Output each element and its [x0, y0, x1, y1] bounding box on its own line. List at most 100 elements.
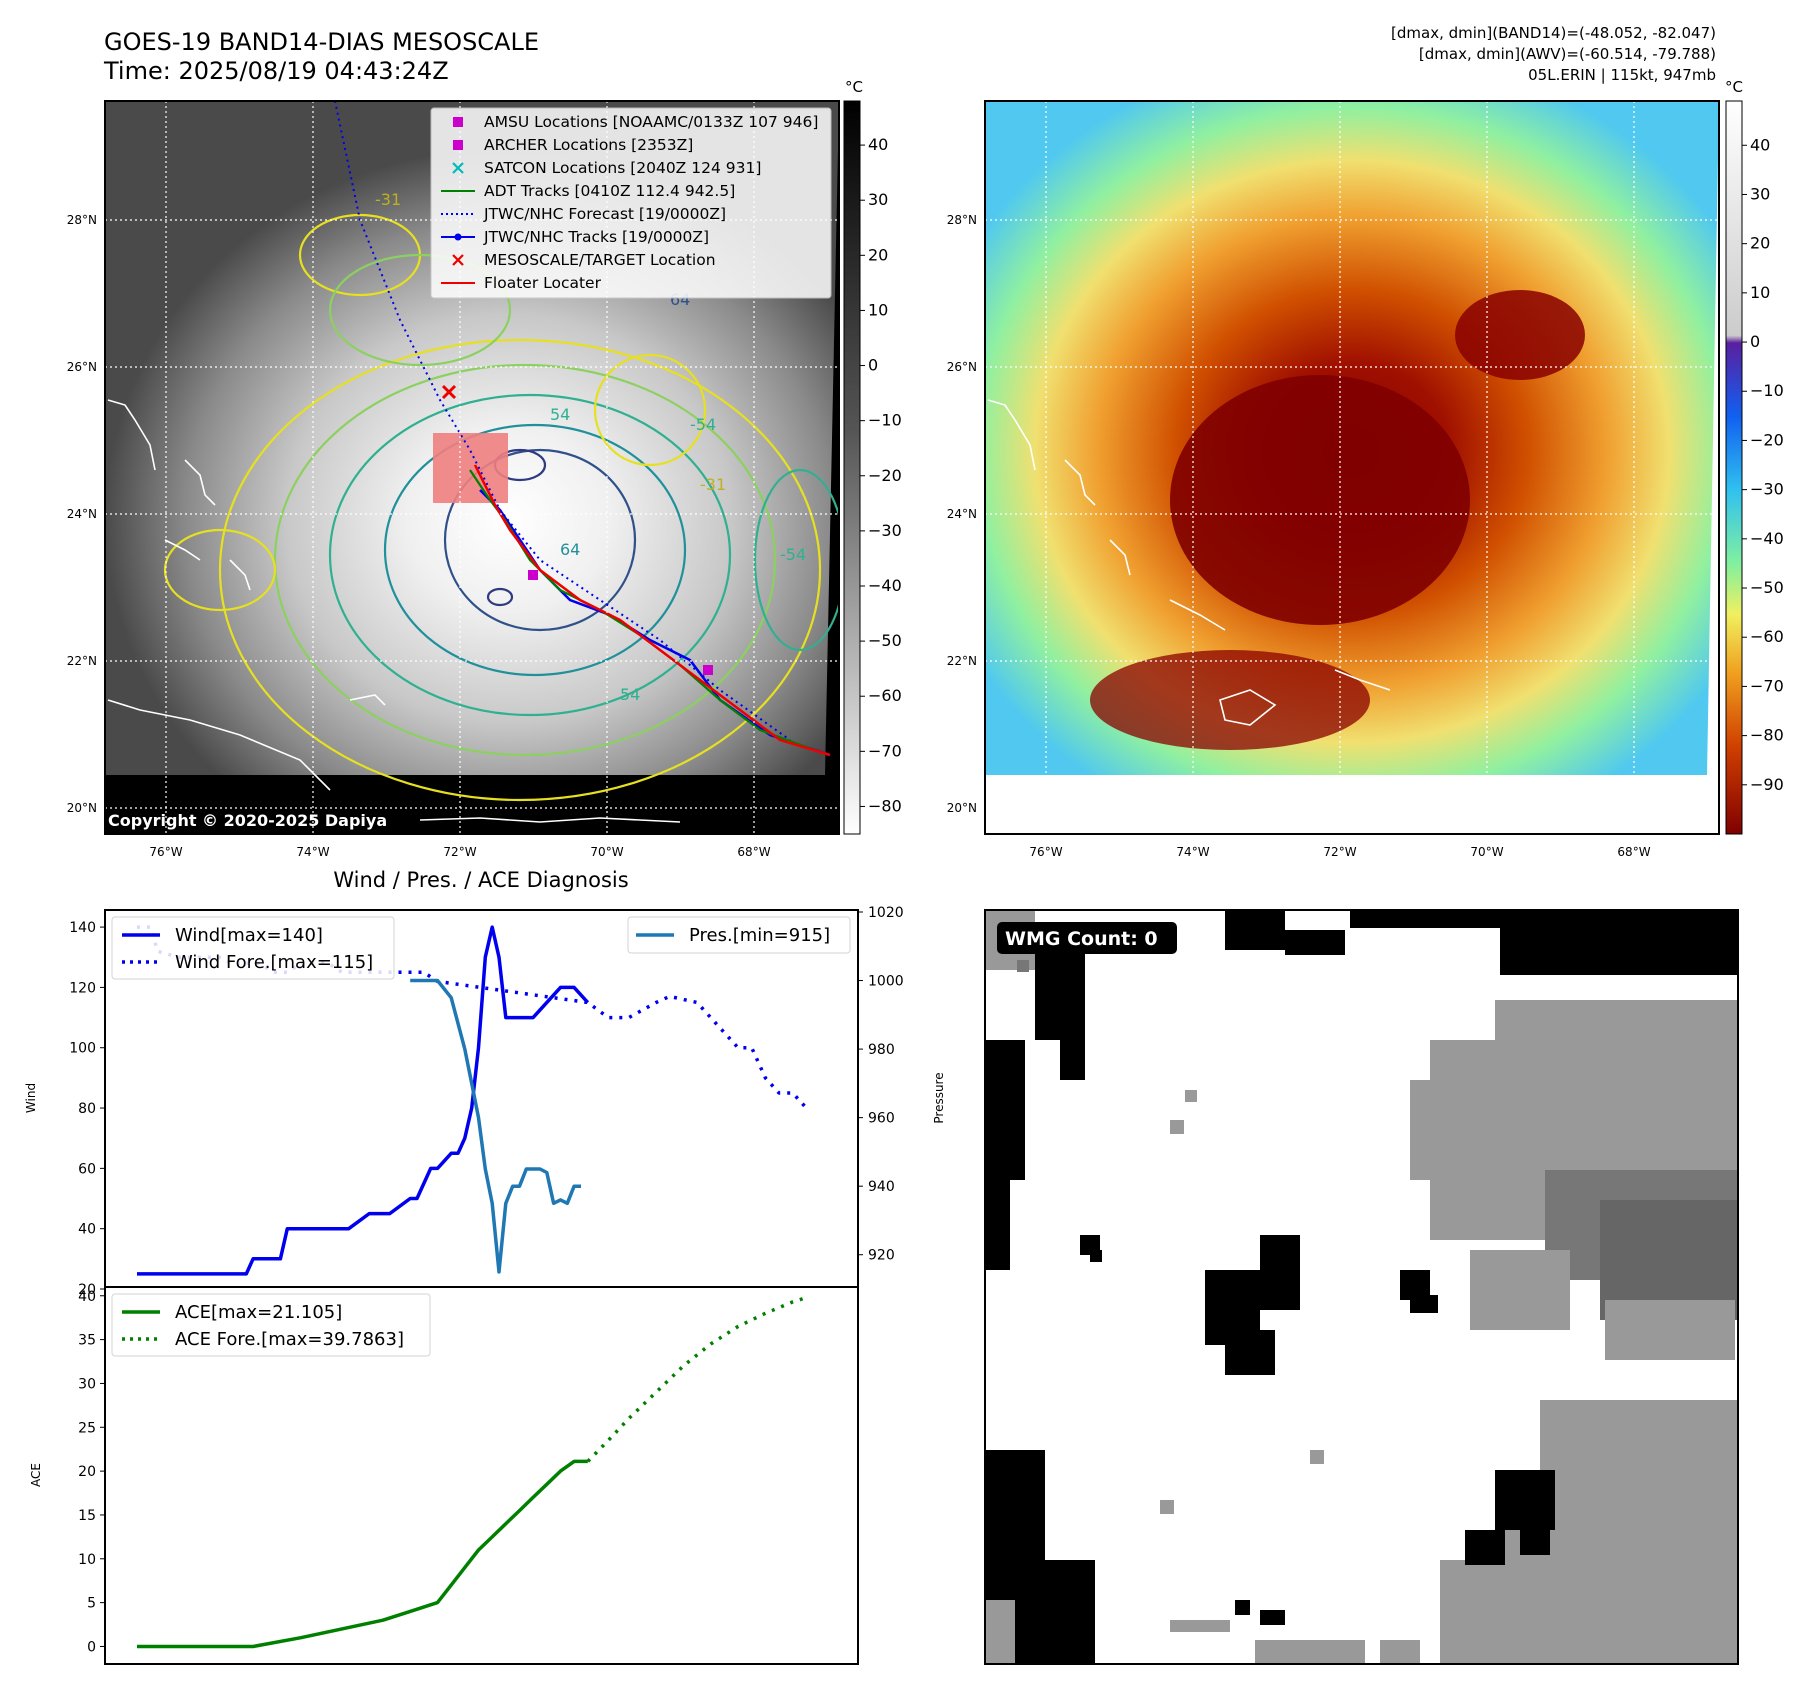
ir-map-frame [104, 100, 840, 835]
wmg-cell-block [1170, 1620, 1230, 1632]
stats-line-3: 05L.ERIN | 115kt, 947mb [1528, 66, 1716, 84]
lat-label: 22°N [67, 654, 97, 668]
ir-colorbar-tick-label: 40 [868, 135, 888, 154]
legend-x-marker [452, 162, 464, 174]
ace-ytick-label: 10 [78, 1552, 96, 1568]
legend-x-stroke [452, 254, 464, 266]
ir-colorbar-tick-label: −80 [868, 796, 902, 815]
wmg-cell-block [985, 1180, 1010, 1270]
wv-colorbar-tick-label: 10 [1750, 283, 1770, 302]
contour-teal-east [753, 468, 839, 652]
ace-ytick-label: 30 [78, 1376, 96, 1392]
wmg-cell-block [1185, 1090, 1197, 1102]
wv-dry-core [1170, 375, 1470, 625]
lon-label: 72°W [443, 845, 476, 859]
wmg-cell-block [1160, 1500, 1174, 1514]
ir-colorbar-tick-label: −70 [868, 741, 902, 760]
pressure-legend: Pres.[min=915] [627, 916, 851, 954]
wmg-frame [984, 909, 1739, 1665]
lat-label: 28°N [67, 213, 97, 227]
wv-colorbar-tick-label: 40 [1750, 135, 1770, 154]
wmg-cell-block [985, 1040, 1025, 1180]
contour-label: -54 [690, 415, 716, 434]
wv-colorbar-tick-label: −40 [1750, 529, 1784, 548]
pressure-ytick-label: 940 [868, 1179, 895, 1195]
lon-label: 74°W [1176, 845, 1209, 859]
wv-colorbar-tick-label: −20 [1750, 430, 1784, 449]
wind-ytick-label: 120 [69, 980, 96, 996]
contour-label: 64 [560, 540, 580, 559]
lon-label: 68°W [1617, 845, 1650, 859]
ir-colorbar-tick-label: −50 [868, 631, 902, 650]
amsu-marker [528, 570, 538, 580]
legend-label: ARCHER Locations [2353Z] [484, 136, 693, 154]
legend-label: JTWC/NHC Forecast [19/0000Z] [483, 205, 726, 223]
wmg-cell-block [1465, 1530, 1505, 1565]
lat-label: 20°N [67, 801, 97, 815]
coast-bahamas-2 [164, 539, 201, 561]
ace-forecast-series-line [586, 1295, 807, 1463]
wmg-cell-block [1500, 910, 1738, 975]
coast-bahamas-1 [184, 459, 216, 506]
wind-legend: Wind[max=140] Wind Fore.[max=115] [111, 916, 395, 980]
lat-label: 26°N [947, 360, 977, 374]
lon-label: 70°W [590, 845, 623, 859]
contour-yellow-north [593, 353, 707, 467]
wv-colorbar-tick-label: −50 [1750, 578, 1784, 597]
contour-navy [443, 448, 637, 632]
coast-turks [349, 694, 386, 706]
wv-coastlines [987, 399, 1391, 726]
ace-ytick-label: 35 [78, 1333, 96, 1349]
wmg-cell-block [1255, 1640, 1365, 1664]
ir-map-panel: 64 54 64 54 -31 -31 -54 -54 AMSU Locatio… [67, 78, 902, 859]
wmg-cell-block [1260, 1610, 1285, 1625]
coast-florida [107, 399, 156, 471]
wmg-panel: WMG Count: 0 [984, 909, 1739, 1665]
wind-ytick-label: 40 [78, 1222, 96, 1238]
title-line-1: GOES-19 BAND14-DIAS MESOSCALE [104, 28, 539, 56]
wmg-cell-block [1225, 910, 1285, 950]
wind-ytick-label: 100 [69, 1041, 96, 1057]
contour-eye-bottom [486, 587, 514, 607]
wmg-cell-block [1285, 930, 1345, 955]
wind-ytick-label: 60 [78, 1161, 96, 1177]
wmg-cell-block [1495, 1000, 1738, 1080]
coast-hispaniola [419, 817, 681, 823]
wv-colorbar-tick-label: 30 [1750, 184, 1770, 203]
pressure-ytick-label: 960 [868, 1111, 895, 1127]
wv-colorbar-tick-label: −60 [1750, 627, 1784, 646]
pressure-axis-label: Pressure [932, 1072, 946, 1123]
contour-yellow-west [163, 528, 277, 612]
copyright-text: Copyright © 2020-2025 Dapiya [108, 811, 387, 830]
coast-cuba [107, 699, 331, 791]
legend-dot [454, 233, 462, 241]
wv-colorbar [1725, 100, 1743, 835]
wind-ytick-label: 140 [69, 920, 96, 936]
ir-map-legend: AMSU Locations [NOAAMC/0133Z 107 946] ARC… [430, 107, 832, 299]
stats-line-2: [dmax, dmin](AWV)=(-60.514, -79.788) [1419, 45, 1716, 63]
wv-colorbar-tick-label: −80 [1750, 726, 1784, 745]
wmg-cell-block [1045, 1560, 1095, 1664]
lon-label: 74°W [296, 845, 329, 859]
wv-colorbar-tick-label: −90 [1750, 775, 1784, 794]
pressure-ytick-label: 920 [868, 1248, 895, 1264]
wind-legend-box [111, 916, 395, 980]
wv-colorbar-tick-label: 20 [1750, 234, 1770, 253]
coast-bahamas-3 [229, 559, 251, 591]
wmg-cell-block [1225, 1330, 1275, 1375]
mesoscale-target-marker [441, 384, 457, 400]
ir-colorbar-tick-label: −40 [868, 576, 902, 595]
contour-yellow-outer [218, 338, 822, 802]
wmg-cell-block [1170, 1120, 1184, 1134]
lon-label: 68°W [737, 845, 770, 859]
wv-colorbar-tick-label: 0 [1750, 332, 1760, 351]
wmg-cell-block [1410, 1080, 1500, 1180]
legend-label: JTWC/NHC Tracks [19/0000Z] [483, 228, 709, 246]
wmg-cell-block [1235, 1600, 1250, 1615]
lat-label: 24°N [67, 507, 97, 521]
wmg-cell-block [1060, 1000, 1085, 1080]
pressure-legend-label: Pres.[min=915] [689, 925, 830, 946]
wmg-cell-block [1440, 1560, 1540, 1664]
wmg-cell-block [1090, 1250, 1102, 1262]
